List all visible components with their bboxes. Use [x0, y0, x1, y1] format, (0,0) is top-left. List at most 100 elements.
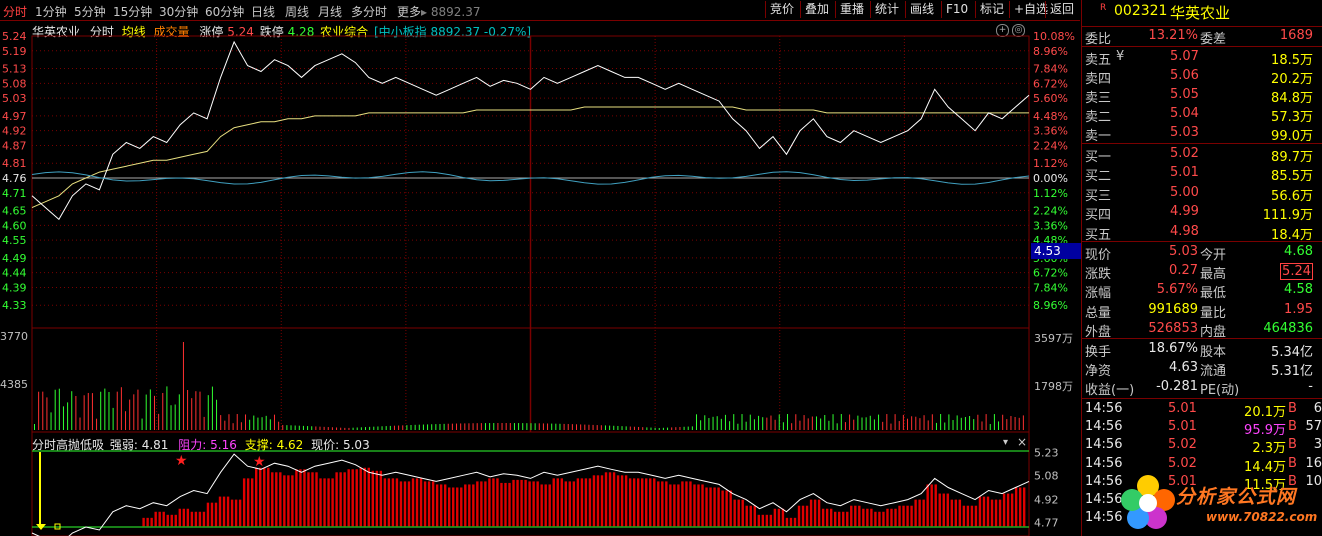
- indicator-bar: [906, 505, 909, 527]
- volume-bar: [576, 424, 578, 430]
- volume-bar: [1022, 415, 1024, 430]
- volume-bar: [778, 414, 780, 430]
- indicator-bar: [363, 467, 366, 527]
- volume-bar: [389, 425, 391, 430]
- period-tab-multi-intraday[interactable]: 多分时: [351, 5, 388, 19]
- period-tab-15min[interactable]: 15分钟: [113, 5, 153, 19]
- chevron-down-icon[interactable]: ▾: [1003, 437, 1009, 448]
- period-tab-daily[interactable]: 日线: [251, 5, 276, 19]
- indicator-bar: [842, 511, 845, 527]
- indicator-bar: [423, 481, 427, 527]
- replay-button[interactable]: 重播: [835, 1, 868, 18]
- pct-axis-tick: 8.96%: [1033, 45, 1068, 58]
- tick-time: 14:56: [1085, 492, 1123, 507]
- volume-bar: [158, 413, 160, 430]
- close-icon[interactable]: ×: [1017, 435, 1028, 449]
- bid-row[interactable]: 买四 4.99 111.9万: [1082, 203, 1322, 223]
- indicator-bar: [677, 484, 680, 527]
- period-tab-5min[interactable]: 5分钟: [74, 5, 106, 19]
- indicator-bar: [914, 499, 917, 527]
- period-tab-more[interactable]: 更多▸ 8892.37: [397, 3, 481, 20]
- back-button[interactable]: 返回: [1045, 1, 1078, 18]
- ask-row[interactable]: 卖二 5.04 57.3万: [1082, 105, 1322, 125]
- volume-bar: [844, 422, 846, 430]
- period-tab-weekly[interactable]: 周线: [285, 5, 310, 19]
- indicator-bar: [246, 478, 250, 527]
- statistics-button[interactable]: 统计: [870, 1, 903, 18]
- period-tab-monthly[interactable]: 月线: [318, 5, 343, 19]
- indicator-bar: [1018, 487, 1022, 527]
- intraday-chart[interactable]: 5.24 10.08% 5.19 8.96% 5.13 7.84% 5.08 6.72% 5.0…: [0, 0, 1080, 536]
- volume-bar: [501, 423, 503, 430]
- ask-row[interactable]: 卖五 ¥ 5.07 18.5万: [1082, 48, 1322, 68]
- ask-volume: 99.0万: [1271, 129, 1313, 144]
- indicator-bar: [299, 469, 302, 527]
- indicator-bar: [431, 481, 435, 527]
- pct-axis-tick: 6.72%: [1033, 267, 1068, 280]
- indicator-bar: [596, 475, 600, 527]
- volume-bar: [162, 392, 164, 430]
- bid-row[interactable]: 买五 4.98 18.4万: [1082, 223, 1322, 243]
- stat-label: 股本: [1200, 345, 1227, 360]
- volume-bar: [393, 425, 395, 430]
- volume-bar: [195, 391, 197, 430]
- indicator-bar: [592, 475, 596, 527]
- volume-bar: [344, 427, 346, 430]
- period-tab-intraday[interactable]: 分时: [3, 5, 28, 19]
- bid-row[interactable]: 买一 5.02 89.7万: [1082, 145, 1322, 165]
- tick-count: 16: [1305, 455, 1322, 471]
- indicator-bar: [757, 514, 761, 527]
- indicator-bar: [600, 475, 604, 527]
- indicator-bar: [484, 481, 487, 527]
- volume-bar: [898, 421, 900, 430]
- bid-row[interactable]: 买二 5.01 85.5万: [1082, 164, 1322, 184]
- bid-row[interactable]: 买三 5.00 56.6万: [1082, 184, 1322, 204]
- period-tab-60min[interactable]: 60分钟: [205, 5, 245, 19]
- indicator-bar: [974, 505, 978, 527]
- volume-bar: [737, 423, 739, 430]
- indicator-bar: [850, 505, 853, 527]
- indicator-bar: [464, 484, 467, 527]
- add-watchlist-button[interactable]: +自选: [1009, 1, 1052, 18]
- volume-bar: [96, 418, 98, 430]
- volume-bar: [513, 423, 515, 430]
- overlay-button[interactable]: 叠加: [800, 1, 833, 18]
- volume-bar: [54, 389, 56, 430]
- indicator-bar: [560, 478, 563, 527]
- volume-bar: [592, 424, 594, 430]
- indicator-bar: [950, 499, 954, 527]
- indicator-bar: [970, 505, 974, 527]
- mark-button[interactable]: 标记: [975, 1, 1008, 18]
- indicator-bar: [468, 484, 471, 527]
- indicator-bar: [781, 508, 785, 527]
- period-tab-1min[interactable]: 1分钟: [35, 5, 67, 19]
- volume-bar: [832, 414, 834, 430]
- draw-line-button[interactable]: 画线: [905, 1, 938, 18]
- ask-row[interactable]: 卖一 5.03 99.0万: [1082, 124, 1322, 144]
- auction-button[interactable]: 竞价: [765, 1, 798, 18]
- indicator-name[interactable]: 分时高抛低吸: [32, 438, 105, 452]
- indicator-bar: [1014, 487, 1018, 527]
- ask-row[interactable]: 卖四 5.06 20.2万: [1082, 67, 1322, 87]
- indicator-bar: [994, 499, 998, 527]
- tick-row: 14:56 5.01 95.9万 B 57: [1082, 418, 1322, 438]
- f10-button[interactable]: F10: [941, 1, 972, 18]
- indicator-bar: [584, 478, 588, 527]
- indicator-bar: [878, 511, 881, 527]
- vol-right-top: 3597万: [1034, 332, 1073, 345]
- indicator-bar: [480, 481, 483, 527]
- volume-bar: [273, 414, 275, 430]
- period-tab-30min[interactable]: 30分钟: [159, 5, 199, 19]
- volume-bar: [220, 415, 222, 430]
- indicator-bar: [1006, 493, 1010, 527]
- indicator-bar: [693, 484, 696, 527]
- stat-row: 净资 4.63 流通 5.31亿: [1082, 359, 1322, 379]
- volume-bar: [199, 391, 201, 430]
- volume-bar: [567, 424, 569, 430]
- indicator-bar: [367, 467, 370, 527]
- volume-bar: [1006, 419, 1008, 430]
- ask-row[interactable]: 卖三 5.05 84.8万: [1082, 86, 1322, 106]
- indicator-bar: [379, 470, 383, 527]
- price-axis-tick: 4.44: [2, 267, 27, 280]
- volume-bar: [369, 426, 371, 430]
